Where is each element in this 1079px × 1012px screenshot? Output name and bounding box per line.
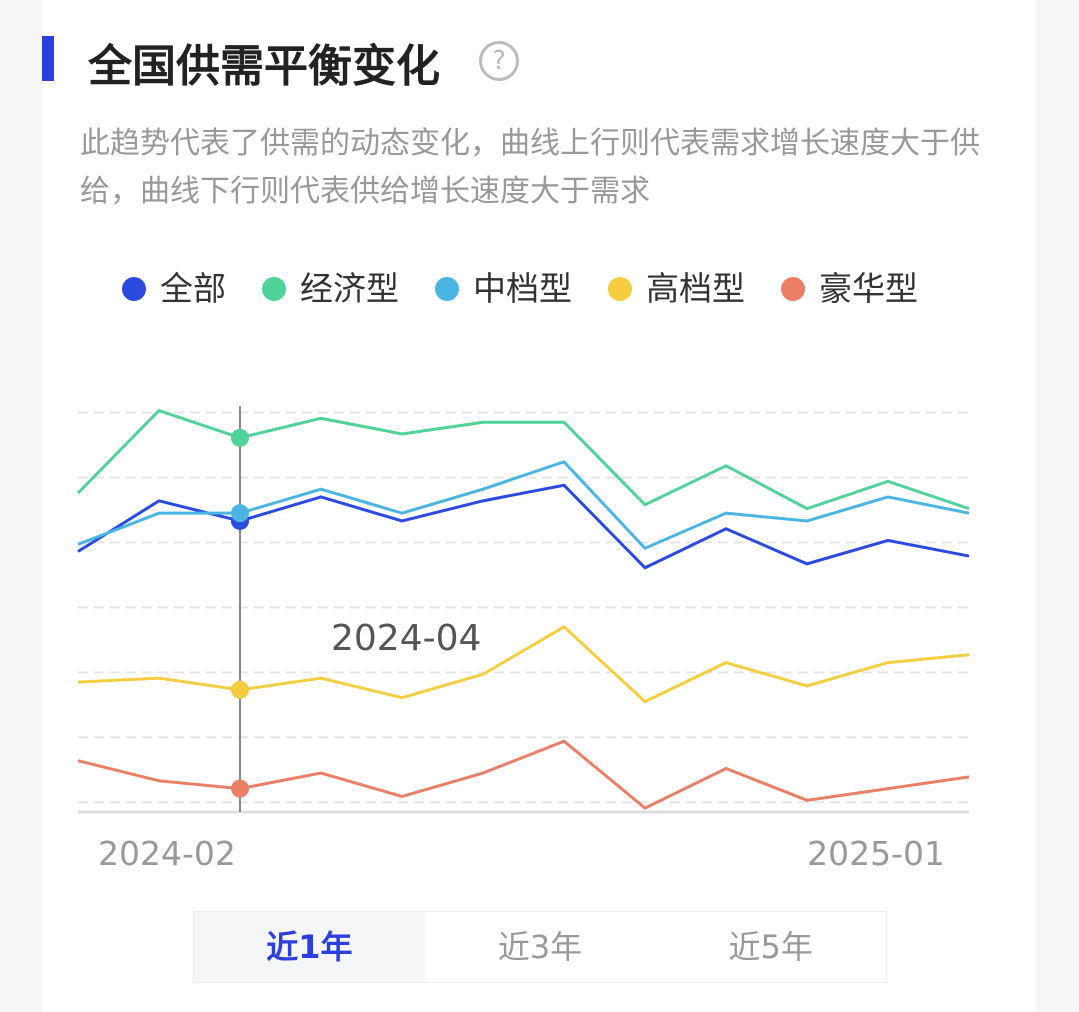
- legend-label: 经济型: [300, 269, 399, 308]
- card: [42, 0, 1036, 1012]
- highlight-dot: [231, 779, 249, 798]
- tab[interactable]: 近5年: [728, 928, 813, 966]
- title: 全国供需平衡变化: [88, 41, 440, 92]
- series-line: [76, 408, 970, 511]
- x-tick-label: 2025-01: [807, 834, 945, 873]
- series-line: [77, 625, 970, 704]
- tab[interactable]: 近1年: [194, 912, 425, 982]
- highlight-dot: [231, 504, 249, 523]
- series-line: [77, 460, 970, 551]
- legend-label: 豪华型: [819, 269, 918, 308]
- description: 此趋势代表了供需的动态变化，曲线上行则代表需求增长速度大于供给，曲线下行则代表供…: [80, 126, 980, 209]
- series-line: [77, 739, 970, 810]
- title-bar: [42, 36, 54, 81]
- legend-marker: [122, 277, 146, 301]
- legend-marker: [781, 277, 805, 301]
- tabs: 近1年 近3年 近5年: [193, 911, 887, 983]
- tab[interactable]: 近3年: [497, 928, 583, 966]
- legend-label: 中档型: [473, 269, 572, 308]
- x-tick-label: 2024-02: [98, 834, 236, 873]
- highlight-dot: [231, 680, 249, 699]
- legend-marker: [262, 277, 286, 301]
- legend-marker: [435, 277, 459, 301]
- legend-label: 全部: [160, 269, 226, 308]
- legend-marker: [608, 277, 632, 301]
- legend-label: 高档型: [646, 269, 745, 308]
- tooltip-label: 2024-04: [331, 618, 481, 659]
- help-icon[interactable]: ?: [479, 41, 519, 81]
- highlight-dot: [231, 428, 249, 447]
- series-line: [77, 483, 970, 570]
